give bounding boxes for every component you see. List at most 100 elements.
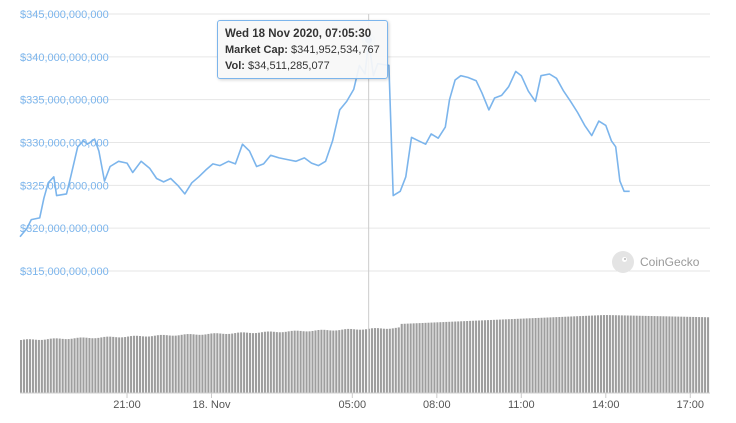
volume-bar [674,316,677,393]
volume-bar [240,332,243,393]
volume-bar [210,333,213,393]
volume-bar [427,322,430,393]
volume-bar [144,336,147,393]
tooltip-date: Wed 18 Nov 2020, 07:05:30 [225,28,372,40]
volume-bars [20,315,710,394]
volume-bar [492,319,495,393]
volume-bar [394,327,397,393]
volume-bar [403,323,406,393]
volume-bar [436,322,439,393]
volume-bar [156,335,159,393]
volume-bar [528,318,531,393]
volume-bar [466,321,469,393]
volume-bar [138,336,142,393]
volume-bar [76,337,79,393]
volume-bar [433,322,436,393]
volume-bar [376,328,379,393]
volume-bar [31,339,34,393]
volume-bar [421,322,424,393]
volume-bar [121,337,124,393]
volume-bar [49,338,52,393]
volume-bar [73,338,76,393]
volume-bar [611,315,614,393]
volume-bar [641,315,644,393]
volume-bar [635,315,638,393]
volume-bar [662,316,665,393]
volume-bar [472,320,475,393]
volume-bar [620,315,623,393]
volume-bar [272,331,275,393]
volume-bar [513,318,516,393]
volume-bar [34,339,37,393]
volume-bar [608,315,611,393]
volume-bar [594,315,597,393]
volume-bar [570,316,573,393]
x-axis-labels: 21:00 18. Nov 05:00 08:00 11:00 14:00 17:00 [113,393,704,411]
volume-bar [332,330,335,393]
volume-bar [540,317,543,393]
y-tick-label: $315,000,000,000 [20,266,109,278]
volume-bar [504,319,507,393]
volume-bar [543,317,546,393]
volume-bar [85,337,88,393]
volume-bar [290,330,293,393]
volume-bar [498,319,501,393]
volume-bar [213,333,216,393]
volume-bar [626,315,629,393]
volume-bar [519,318,522,393]
tooltip-market-cap-row: Market Cap: $341,952,534,767 [225,42,380,58]
volume-bar [463,321,466,393]
volume-bar [534,318,537,393]
volume-bar [320,329,323,393]
volume-bar [94,338,97,393]
volume-bar [70,338,73,393]
volume-bar [350,328,353,393]
volume-bar [147,336,150,393]
volume-bar [457,321,460,393]
volume-bar [483,320,487,393]
volume-bar [40,339,43,393]
volume-bar [344,329,347,393]
volume-bar [61,338,64,393]
volume-bar [234,333,237,393]
volume-bar [46,339,49,393]
volume-bar [701,317,704,393]
volume-bar [326,330,329,393]
volume-bar [567,316,570,393]
x-tick-label: 17:00 [677,399,705,411]
volume-bar [537,317,540,393]
volume-bar [370,328,374,393]
volume-bar [385,328,388,393]
tooltip-vol-label: Vol: [225,60,245,72]
volume-bar [162,334,165,393]
volume-bar [43,339,46,393]
volume-bar [623,315,626,393]
volume-bar [644,315,647,393]
tooltip-vol-value: $34,511,285,077 [248,60,330,72]
volume-bar [141,336,145,393]
volume-bar [356,329,359,393]
volume-bar [558,316,561,393]
volume-bar [495,319,498,393]
volume-bar [689,316,692,393]
volume-bar [251,333,255,393]
volume-bar [362,329,365,393]
volume-bar [599,315,603,393]
volume-bar [638,315,641,393]
volume-bar [647,315,650,393]
y-tick-label: $330,000,000,000 [20,138,109,150]
coingecko-watermark: CoinGecko [612,250,699,274]
volume-bar [418,323,421,393]
volume-bar [165,335,168,393]
volume-bar [388,328,391,393]
tooltip-vol-row: Vol: $34,511,285,077 [225,58,380,74]
volume-bar [704,317,707,393]
volume-bar [546,317,549,393]
volume-bar [415,323,418,393]
volume-bar [379,328,382,393]
tooltip-market-cap-value: $341,952,534,767 [291,44,380,56]
volume-bar [671,316,674,393]
volume-bar [397,327,400,393]
volume-bar [695,316,698,393]
